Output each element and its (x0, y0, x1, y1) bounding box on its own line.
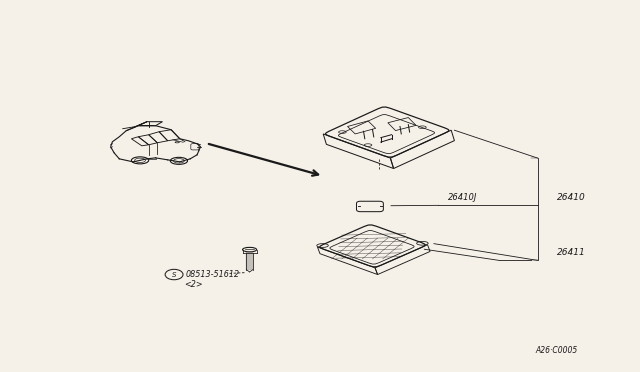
Text: 26410: 26410 (557, 193, 586, 202)
Text: 26410J: 26410J (448, 193, 477, 202)
Text: 26411: 26411 (557, 248, 586, 257)
Text: <2>: <2> (184, 280, 203, 289)
Text: S: S (172, 272, 177, 278)
Text: A26·C0005: A26·C0005 (536, 346, 578, 355)
Text: 08513-51612: 08513-51612 (186, 270, 240, 279)
